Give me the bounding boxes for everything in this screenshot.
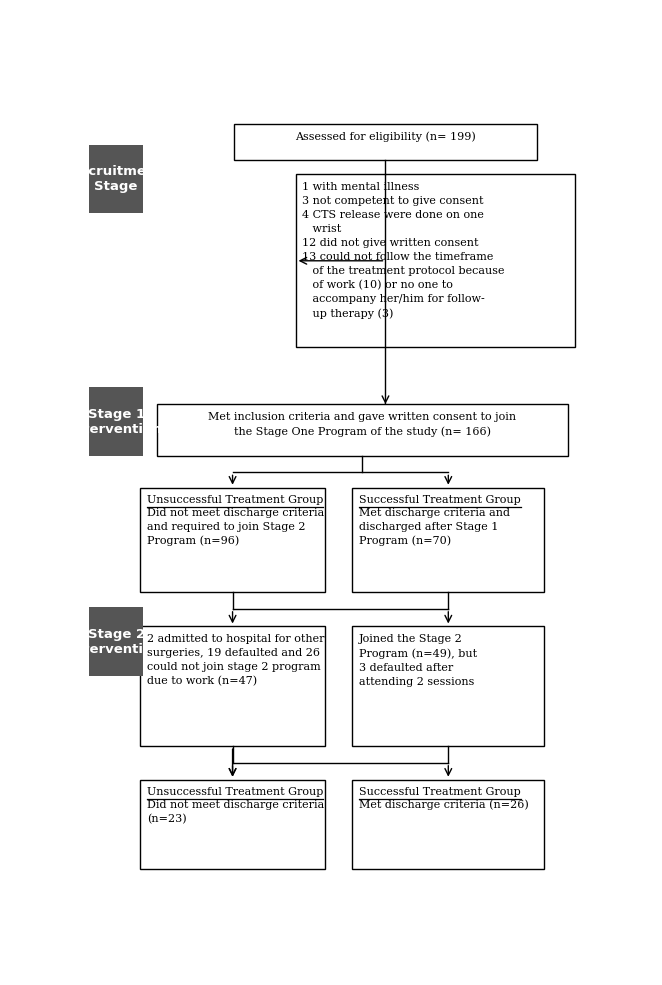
Text: Successful Treatment Group: Successful Treatment Group <box>359 495 520 505</box>
Text: Unsuccessful Treatment Group: Unsuccessful Treatment Group <box>0 984 1 985</box>
FancyBboxPatch shape <box>296 174 575 348</box>
Text: Unsuccessful Treatment Group: Unsuccessful Treatment Group <box>147 787 323 797</box>
Text: Did not meet discharge criteria
and required to join Stage 2
Program (n=96): Did not meet discharge criteria and requ… <box>147 507 324 547</box>
FancyBboxPatch shape <box>89 387 143 456</box>
Text: Unsuccessful Treatment Group: Unsuccessful Treatment Group <box>0 984 1 985</box>
Text: 1 with mental illness
3 not competent to give consent
4 CTS release were done on: 1 with mental illness 3 not competent to… <box>303 182 505 319</box>
Text: Did not meet discharge criteria
(n=23): Did not meet discharge criteria (n=23) <box>147 800 324 824</box>
Text: 2 admitted to hospital for other
surgeries, 19 defaulted and 26
could not join s: 2 admitted to hospital for other surgeri… <box>147 634 324 687</box>
Text: Assessed for eligibility (n= 199): Assessed for eligibility (n= 199) <box>295 131 476 142</box>
FancyBboxPatch shape <box>352 488 545 592</box>
FancyBboxPatch shape <box>89 608 143 676</box>
Text: Unsuccessful Treatment Group: Unsuccessful Treatment Group <box>147 495 323 505</box>
Text: Joined the Stage 2
Program (n=49), but
3 defaulted after
attending 2 sessions: Joined the Stage 2 Program (n=49), but 3… <box>359 634 477 687</box>
FancyBboxPatch shape <box>140 626 325 747</box>
FancyBboxPatch shape <box>352 626 545 747</box>
Text: Recruitment
Stage: Recruitment Stage <box>70 164 162 193</box>
FancyBboxPatch shape <box>352 779 545 869</box>
FancyBboxPatch shape <box>140 488 325 592</box>
Text: Successful Treatment Group: Successful Treatment Group <box>0 984 1 985</box>
Text: Met discharge criteria and
discharged after Stage 1
Program (n=70): Met discharge criteria and discharged af… <box>359 507 510 547</box>
Text: Met discharge criteria (n=26): Met discharge criteria (n=26) <box>359 800 528 810</box>
FancyBboxPatch shape <box>234 123 537 160</box>
FancyBboxPatch shape <box>140 779 325 869</box>
FancyBboxPatch shape <box>89 145 143 213</box>
FancyBboxPatch shape <box>157 404 567 456</box>
Text: Met inclusion criteria and gave written consent to join
the Stage One Program of: Met inclusion criteria and gave written … <box>209 412 516 436</box>
Text: Successful Treatment Group: Successful Treatment Group <box>359 787 520 797</box>
Text: Stage 2
Intervention: Stage 2 Intervention <box>70 627 162 656</box>
Text: Successful Treatment Group: Successful Treatment Group <box>0 984 1 985</box>
Text: Stage 1
Intervention: Stage 1 Intervention <box>70 408 162 435</box>
